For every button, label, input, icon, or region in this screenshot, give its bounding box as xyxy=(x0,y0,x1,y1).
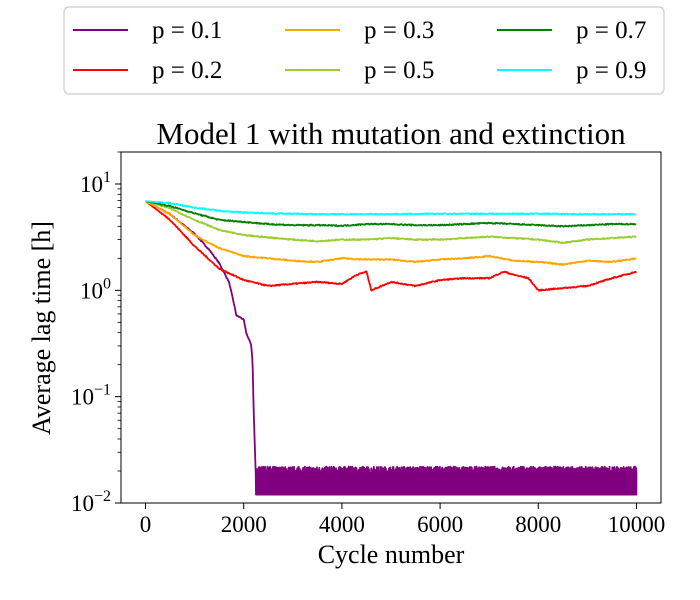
series-line xyxy=(145,200,637,228)
legend-item: p = 0.2 xyxy=(73,57,222,84)
series-line xyxy=(145,200,637,292)
x-axis-label: Cycle number xyxy=(318,540,465,569)
series-p-0-2 xyxy=(145,200,637,292)
y-tick-label: 101 xyxy=(80,169,111,197)
legend-label: p = 0.5 xyxy=(364,57,434,84)
series-p-0-9 xyxy=(145,200,637,216)
y-tick-label: 10−2 xyxy=(71,488,111,516)
x-tick-label: 2000 xyxy=(221,512,267,537)
x-tick-label: 8000 xyxy=(515,512,561,537)
series-line xyxy=(145,200,638,496)
legend-frame xyxy=(63,6,665,95)
legend-label: p = 0.2 xyxy=(152,57,222,84)
x-tick-label: 6000 xyxy=(417,512,463,537)
legend-label: p = 0.1 xyxy=(152,17,222,44)
legend-label: p = 0.9 xyxy=(576,57,646,84)
x-tick-label: 0 xyxy=(140,512,152,537)
x-tick-label: 10000 xyxy=(608,512,666,537)
legend-label: p = 0.3 xyxy=(364,17,434,44)
legend: p = 0.1 p = 0.2 p = 0.3 p = 0.5 p = 0.7 p = 0… xyxy=(63,6,665,95)
y-axis-label: Average lag time [h] xyxy=(27,221,56,435)
y-tick-label: 100 xyxy=(80,275,111,303)
series-line xyxy=(145,200,637,216)
series-line xyxy=(145,200,637,266)
series-p-0-3 xyxy=(145,200,637,266)
legend-item: p = 0.3 xyxy=(285,17,434,44)
series-line xyxy=(145,200,637,245)
legend-label: p = 0.7 xyxy=(576,17,646,44)
legend-item: p = 0.5 xyxy=(285,57,434,84)
legend-item: p = 0.7 xyxy=(497,17,646,44)
legend-item: p = 0.1 xyxy=(73,17,222,44)
chart-title: Model 1 with mutation and extinction xyxy=(156,116,626,151)
x-tick-label: 4000 xyxy=(319,512,365,537)
plot-frame xyxy=(120,151,662,504)
y-tick-label: 10−1 xyxy=(71,382,111,410)
series-p-0-1 xyxy=(145,200,638,496)
series-p-0-5 xyxy=(145,200,637,245)
series-p-0-7 xyxy=(145,200,637,228)
legend-item: p = 0.9 xyxy=(497,57,646,84)
